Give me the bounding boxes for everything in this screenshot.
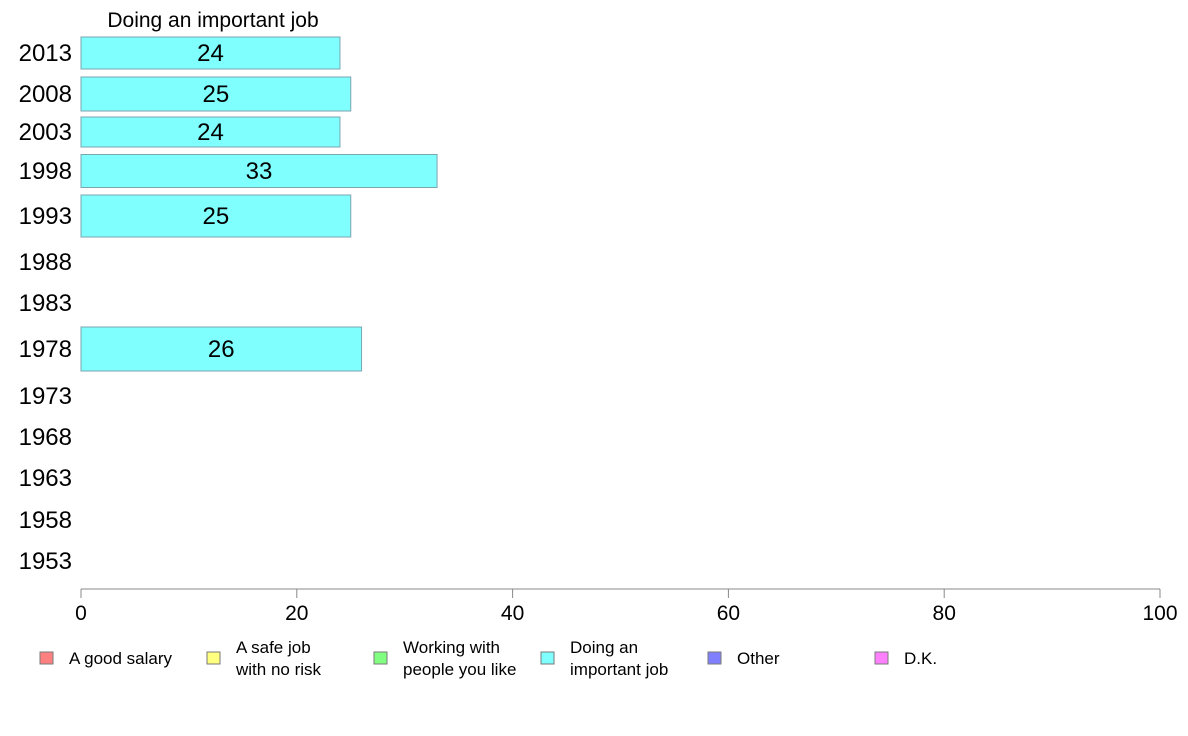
bar-1998 (80, 154, 438, 188)
legend-swatch (540, 651, 555, 665)
legend-label: Doing an important job (570, 638, 668, 679)
x-tick-label-60: 60 (717, 602, 740, 625)
bars-group: 24 25 24 33 25 26 (80, 36, 438, 372)
bar-2003 (80, 116, 341, 148)
chart-title: Doing an important job (107, 9, 318, 32)
y-tick-label-1953: 1953 (19, 548, 72, 575)
x-axis: 0 20 40 60 80 100 (75, 588, 1178, 625)
y-tick-label-2008: 2008 (19, 81, 72, 108)
data-label-1998: 33 (246, 158, 273, 185)
y-tick-label-1968: 1968 (19, 424, 72, 451)
data-label-2013: 24 (197, 40, 224, 67)
data-label-1978: 26 (208, 336, 235, 363)
legend-swatch (707, 651, 722, 665)
y-tick-label-2003: 2003 (19, 119, 72, 146)
bar-1978 (80, 326, 363, 372)
y-tick-label-1993: 1993 (19, 203, 72, 230)
x-tick-label-100: 100 (1142, 602, 1177, 625)
legend-swatch (874, 651, 889, 665)
x-tick-label-80: 80 (933, 602, 956, 625)
legend-label: D.K. (904, 649, 937, 668)
legend-item-1: A safe job with no risk (206, 638, 322, 679)
y-tick-label-1983: 1983 (19, 290, 72, 317)
bar-1993 (80, 194, 352, 238)
legend-item-0: A good salary (39, 649, 173, 668)
y-tick-label-1963: 1963 (19, 465, 72, 492)
y-tick-label-2013: 2013 (19, 40, 72, 67)
x-tick-label-0: 0 (75, 602, 87, 625)
y-tick-label-1978: 1978 (19, 336, 72, 363)
legend-label: A safe job with no risk (235, 638, 322, 679)
legend-item-5: D.K. (874, 649, 937, 668)
legend: A good salary A safe job with no risk Worki… (39, 638, 937, 679)
legend-item-3: Doing an important job (540, 638, 668, 679)
legend-item-4: Other (707, 649, 780, 668)
x-tick-label-40: 40 (501, 602, 524, 625)
y-tick-label-1988: 1988 (19, 249, 72, 276)
legend-swatch (206, 651, 221, 665)
legend-item-2: Working with people you like (373, 638, 516, 679)
legend-label: Working with people you like (403, 638, 516, 679)
y-tick-label-1973: 1973 (19, 383, 72, 410)
bar-2008 (80, 76, 352, 112)
x-tick-label-20: 20 (285, 602, 308, 625)
data-label-2003: 24 (197, 119, 224, 146)
bar-2013 (80, 36, 341, 70)
legend-label: Other (737, 649, 780, 668)
data-label-2008: 25 (203, 81, 230, 108)
y-tick-label-1958: 1958 (19, 507, 72, 534)
legend-swatch (373, 651, 388, 665)
legend-label: A good salary (69, 649, 173, 668)
data-label-1993: 25 (203, 203, 230, 230)
y-axis-labels: 2013 2008 2003 1998 1993 1988 1983 1978 1973 1968… (19, 40, 72, 575)
y-tick-label-1998: 1998 (19, 158, 72, 185)
legend-swatch (39, 651, 54, 665)
